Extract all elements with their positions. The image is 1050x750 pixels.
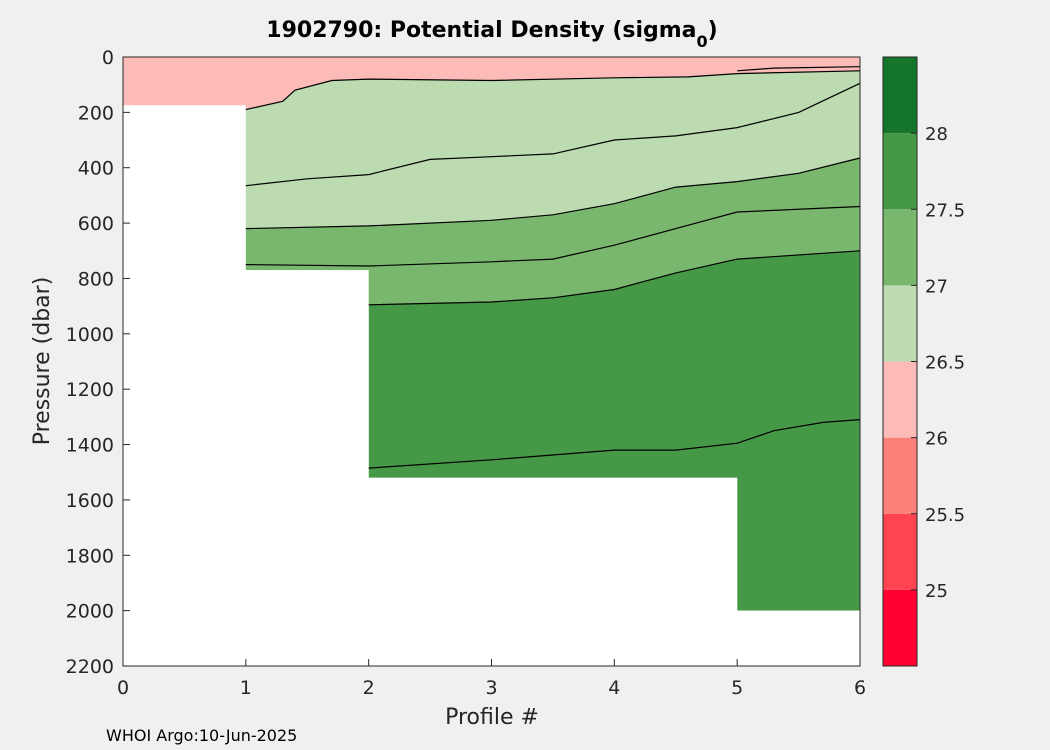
no-data-region xyxy=(123,105,860,666)
colorbar-swatch xyxy=(883,209,917,286)
colorbar-tick-label: 25.5 xyxy=(925,505,965,526)
colorbar-swatch xyxy=(883,589,917,666)
x-tick-label: 5 xyxy=(731,677,743,699)
y-tick-label: 200 xyxy=(78,102,114,124)
chart-title-main: 1902790: Potential Density (sigma xyxy=(266,18,696,43)
colorbar-swatch xyxy=(883,133,917,210)
x-tick-labels: 0 1 2 3 4 5 6 xyxy=(117,677,866,699)
y-tick-labels: 0 200 400 600 800 1000 1200 1400 1600 1800 2000 220… xyxy=(66,47,114,678)
y-tick-label: 2200 xyxy=(66,656,114,678)
colorbar-tick-label: 27 xyxy=(925,276,948,297)
y-tick-label: 0 xyxy=(102,47,114,69)
colorbar-tick-label: 27.5 xyxy=(925,200,965,221)
x-tick-label: 2 xyxy=(363,677,375,699)
plot-area xyxy=(123,57,861,666)
colorbar-swatch xyxy=(883,513,917,590)
chart-title-close: ) xyxy=(708,18,718,43)
colorbar-swatch xyxy=(883,57,917,134)
y-tick-label: 600 xyxy=(78,213,114,235)
y-tick-label: 400 xyxy=(78,158,114,180)
axes xyxy=(122,56,861,667)
y-tick-label: 1000 xyxy=(66,324,114,346)
isopycnal-line-1 xyxy=(737,66,861,72)
y-tick-label: 800 xyxy=(78,268,114,290)
density-region-26_5-27 xyxy=(245,57,861,229)
isopycnal-line-6 xyxy=(368,419,861,469)
y-tick-label: 1400 xyxy=(66,435,114,457)
chart-title-subscript: 0 xyxy=(697,32,708,51)
isopycnal-line-2 xyxy=(245,82,861,187)
colorbar-tick-label: 26.5 xyxy=(925,353,965,374)
y-axis-label: Pressure (dbar) xyxy=(30,277,55,446)
x-tick-label: 1 xyxy=(240,677,252,699)
isopycnal-line-5 xyxy=(368,250,861,306)
y-tick-label: 1600 xyxy=(66,490,114,512)
isopycnal-line-4 xyxy=(245,205,861,267)
x-tick-label: 6 xyxy=(854,677,866,699)
colorbar-swatch xyxy=(883,437,917,514)
colorbar-swatch xyxy=(883,285,917,362)
x-tick-label: 0 xyxy=(117,677,129,699)
colorbar-swatch xyxy=(883,361,917,438)
colorbar-tick-labels: 25 25.5 26 26.5 27 27.5 28 xyxy=(925,124,965,602)
colorbar-tick-label: 28 xyxy=(925,124,948,145)
colorbar-tick-label: 26 xyxy=(925,429,948,450)
isopycnal-line-3 xyxy=(245,157,861,230)
chart-title: 1902790: Potential Density (sigma0) xyxy=(266,18,717,51)
y-tick-label: 2000 xyxy=(66,601,114,623)
density-region-26-26_5 xyxy=(123,57,860,110)
contour-lines xyxy=(245,66,861,469)
footer-stamp: WHOI Argo:10-Jun-2025 xyxy=(106,726,297,745)
colorbar-tick-label: 25 xyxy=(925,581,948,602)
isopycnal-line-0 xyxy=(245,70,861,111)
y-tick-label: 1200 xyxy=(66,379,114,401)
colorbar xyxy=(882,56,918,667)
y-tick-label: 1800 xyxy=(66,545,114,567)
x-tick-label: 3 xyxy=(485,677,497,699)
x-axis-label: Profile # xyxy=(445,705,539,730)
x-tick-label: 4 xyxy=(608,677,620,699)
